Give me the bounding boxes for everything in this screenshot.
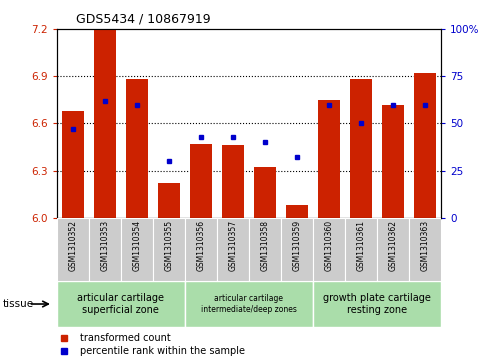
- Bar: [350, 79, 372, 218]
- Bar: [121, 218, 153, 281]
- Text: growth plate cartilage
resting zone: growth plate cartilage resting zone: [323, 293, 431, 315]
- Bar: [318, 100, 340, 218]
- Bar: [153, 218, 185, 281]
- Bar: [382, 105, 404, 218]
- Bar: [89, 218, 121, 281]
- Text: tissue: tissue: [2, 299, 34, 309]
- Text: GSM1310353: GSM1310353: [100, 220, 109, 271]
- Text: GSM1310356: GSM1310356: [196, 220, 206, 271]
- Text: GSM1310358: GSM1310358: [260, 220, 270, 271]
- Text: GSM1310363: GSM1310363: [421, 220, 430, 271]
- Text: GSM1310354: GSM1310354: [132, 220, 141, 271]
- Text: GDS5434 / 10867919: GDS5434 / 10867919: [76, 12, 211, 25]
- Bar: [222, 146, 244, 218]
- Bar: [254, 167, 276, 218]
- Text: GSM1310361: GSM1310361: [356, 220, 366, 271]
- Bar: [94, 29, 116, 218]
- Bar: [217, 218, 249, 281]
- Text: transformed count: transformed count: [80, 333, 171, 343]
- Text: GSM1310357: GSM1310357: [228, 220, 238, 271]
- Bar: [190, 144, 212, 218]
- Bar: [345, 218, 377, 281]
- Bar: [249, 218, 281, 281]
- Bar: [158, 183, 180, 218]
- Text: GSM1310352: GSM1310352: [68, 220, 77, 271]
- Bar: [409, 218, 441, 281]
- Bar: [185, 281, 313, 327]
- Text: percentile rank within the sample: percentile rank within the sample: [80, 346, 245, 356]
- Bar: [414, 73, 436, 218]
- Bar: [313, 218, 345, 281]
- Bar: [313, 281, 441, 327]
- Text: articular cartilage
intermediate/deep zones: articular cartilage intermediate/deep zo…: [201, 294, 297, 314]
- Bar: [377, 218, 409, 281]
- Text: GSM1310360: GSM1310360: [324, 220, 334, 271]
- Bar: [185, 218, 217, 281]
- Text: GSM1310362: GSM1310362: [388, 220, 398, 271]
- Bar: [57, 281, 185, 327]
- Bar: [62, 111, 84, 218]
- Bar: [286, 205, 308, 218]
- Text: GSM1310359: GSM1310359: [292, 220, 302, 271]
- Bar: [281, 218, 313, 281]
- Bar: [57, 218, 89, 281]
- Bar: [126, 79, 148, 218]
- Text: articular cartilage
superficial zone: articular cartilage superficial zone: [77, 293, 164, 315]
- Text: GSM1310355: GSM1310355: [164, 220, 174, 271]
